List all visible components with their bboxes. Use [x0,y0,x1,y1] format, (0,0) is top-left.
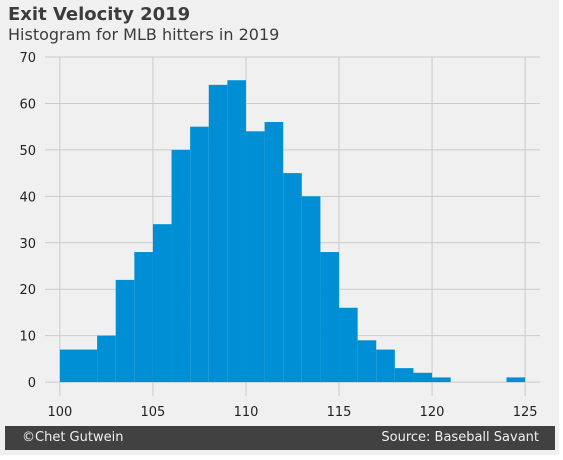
footer-source: Source: Baseball Savant [381,430,539,445]
histogram-bar [97,335,116,383]
histogram-bar [59,349,79,383]
y-tick-label: 70 [19,51,36,66]
chart-subtitle: Histogram for MLB hitters in 2019 [8,25,280,44]
chart-title: Exit Velocity 2019 [8,4,191,25]
histogram-bars [59,80,526,383]
y-tick-label: 10 [19,330,36,345]
x-tick-label: 120 [420,405,445,420]
y-tick-label: 60 [19,97,36,112]
footer-bar: ©Chet Gutwein Source: Baseball Savant [5,426,555,450]
x-tick-label: 115 [327,405,352,420]
histogram-bar [506,377,526,383]
histogram-bar [339,307,358,383]
histogram-bar [115,279,135,383]
histogram-bar [301,196,321,383]
histogram-bar [134,252,153,383]
histogram-bar [208,84,228,383]
histogram-bar [320,252,340,383]
histogram-bar [283,173,302,383]
y-tick-label: 0 [28,376,36,391]
histogram-bar [190,126,209,383]
histogram-plot: 0 10 20 30 40 50 60 70 100 105 110 115 120 125 [19,51,540,420]
histogram-bar [78,349,98,383]
x-tick-label: 110 [234,405,259,420]
y-tick-label: 40 [19,190,36,205]
histogram-bar [394,368,414,383]
histogram-bar [264,122,284,383]
y-tick-label: 20 [19,283,36,298]
histogram-bar [376,349,395,383]
histogram-bar [432,377,451,383]
x-tick-label: 100 [47,405,72,420]
histogram-bar [152,224,172,383]
histogram-bar [245,131,265,383]
footer-credit: ©Chet Gutwein [22,430,124,445]
histogram-bar [227,80,246,383]
axis-ticks: 0 10 20 30 40 50 60 70 100 105 110 115 120 125 [19,51,537,420]
histogram-bar [357,340,377,383]
y-tick-label: 30 [19,237,36,252]
histogram-bar [171,149,191,383]
y-tick-label: 50 [19,144,36,159]
x-tick-label: 105 [141,405,166,420]
histogram-bar [413,372,433,383]
x-tick-label: 125 [513,405,538,420]
